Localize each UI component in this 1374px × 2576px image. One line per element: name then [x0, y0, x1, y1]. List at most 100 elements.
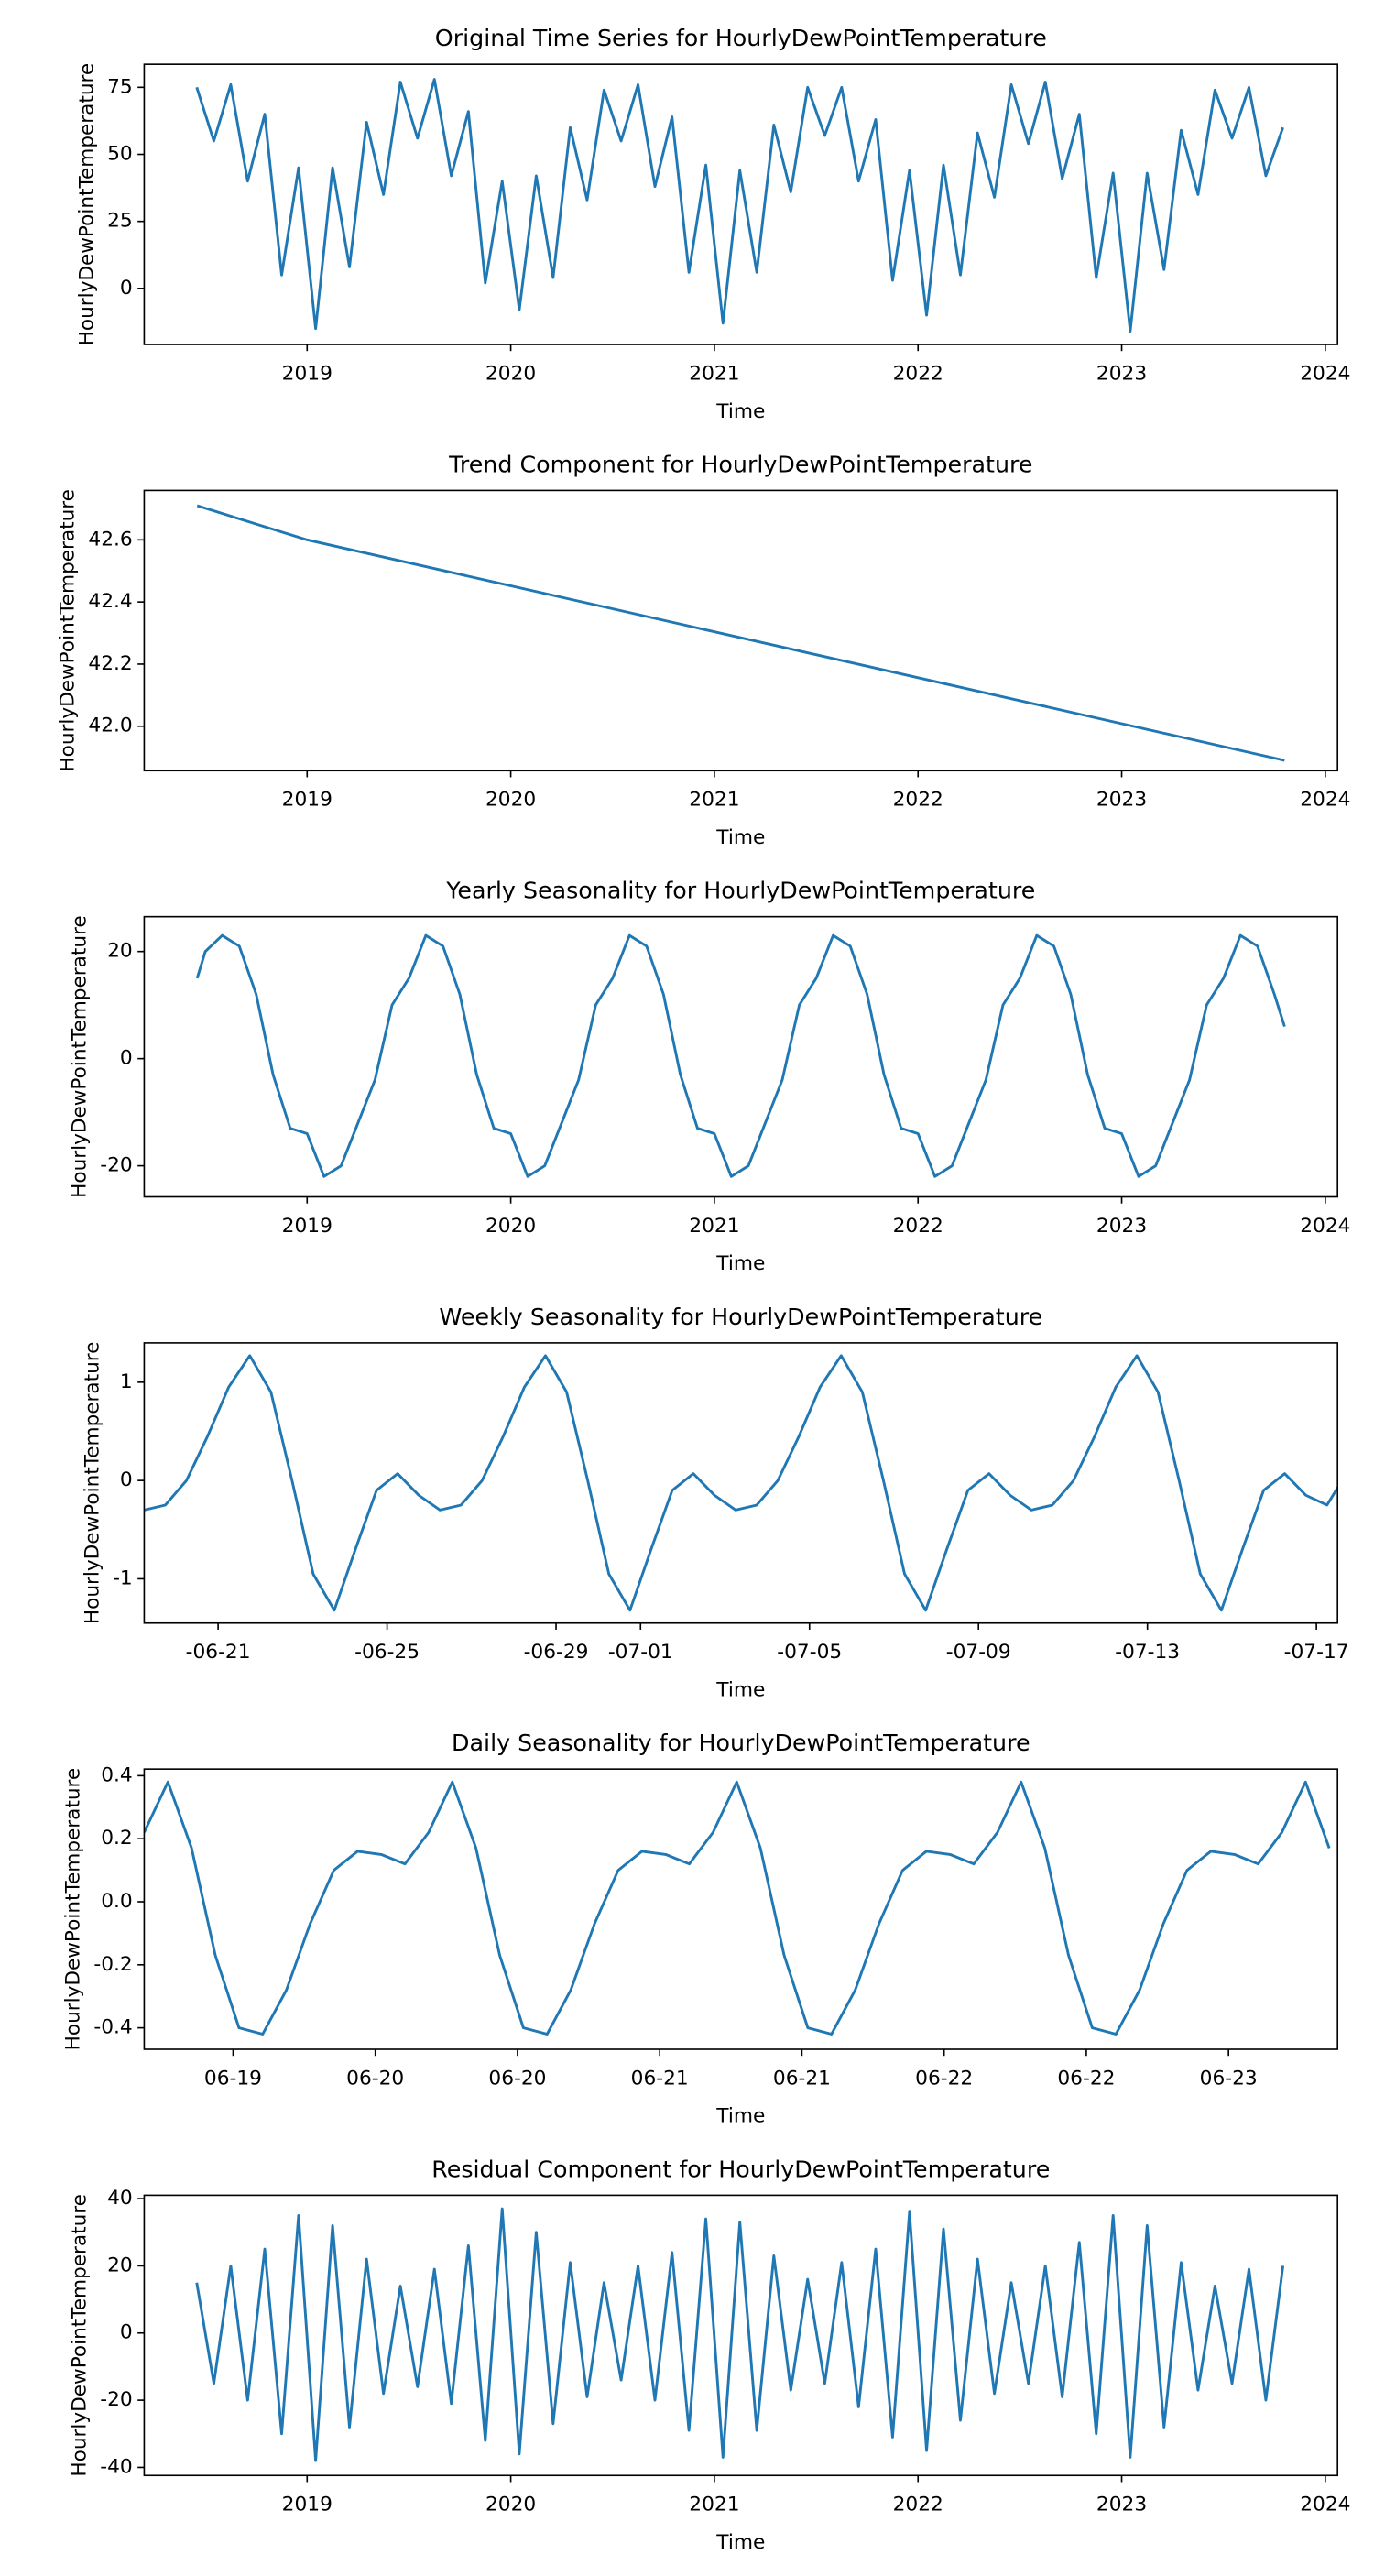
x-tick-label: -07-09	[946, 1641, 1011, 1664]
x-axis-label: Time	[715, 826, 765, 849]
x-axis-label: Time	[715, 1252, 765, 1275]
y-axis-label: HourlyDewPointTemperature	[69, 2194, 92, 2477]
y-tick-label: -20	[100, 2388, 132, 2411]
y-tick-label: 25	[107, 210, 133, 233]
y-tick-label: 42.4	[88, 590, 132, 613]
x-tick-label: 2021	[689, 362, 739, 385]
y-axis-label: HourlyDewPointTemperature	[62, 1768, 85, 2051]
y-tick-label: 0	[120, 1468, 133, 1491]
x-tick-label: -07-13	[1115, 1641, 1180, 1664]
data-line	[144, 1354, 1338, 1612]
x-tick-label: 2024	[1300, 362, 1350, 385]
x-tick-label: -07-05	[777, 1641, 842, 1664]
x-tick-label: 2023	[1096, 362, 1147, 385]
y-tick-label: 0	[120, 277, 133, 300]
y-tick-label: -0.4	[93, 2016, 132, 2039]
subplot: Trend Component for HourlyDewPointTemper…	[57, 451, 1351, 849]
y-tick-label: 20	[107, 2254, 133, 2276]
y-axis-label: HourlyDewPointTemperature	[81, 1342, 104, 1625]
subplot: Yearly Seasonality for HourlyDewPointTem…	[69, 878, 1351, 1276]
x-axis-label: Time	[715, 1679, 765, 1702]
x-tick-label: 06-23	[1200, 2067, 1258, 2090]
plot-area	[195, 78, 1284, 333]
x-tick-label: 2023	[1096, 2494, 1147, 2516]
data-line	[144, 1780, 1331, 2036]
x-tick-label: 2019	[282, 362, 333, 385]
x-tick-label: 2019	[282, 1215, 333, 1238]
x-tick-label: 2023	[1096, 1215, 1147, 1238]
y-tick-label: 40	[107, 2187, 133, 2210]
x-tick-label: 2024	[1300, 2494, 1350, 2516]
x-tick-label: 2022	[893, 789, 943, 812]
x-tick-label: 2022	[893, 1215, 943, 1238]
x-tick-label: 06-21	[631, 2067, 689, 2090]
plot-area	[195, 933, 1286, 1178]
axes-frame	[143, 489, 1339, 772]
x-axis-label: Time	[715, 2531, 765, 2554]
subplot: Daily Seasonality for HourlyDewPointTemp…	[62, 1730, 1339, 2128]
x-tick-label: 06-22	[1057, 2067, 1115, 2090]
axes-frame	[143, 63, 1339, 345]
x-tick-label: -06-21	[186, 1641, 251, 1664]
x-tick-label: -06-29	[524, 1641, 589, 1664]
subplot: Weekly Seasonality for HourlyDewPointTem…	[81, 1304, 1348, 1702]
plot-area	[195, 2207, 1285, 2462]
y-tick-label: 0	[120, 2321, 133, 2344]
x-tick-label: -07-17	[1284, 1641, 1349, 1664]
plot-area	[196, 504, 1285, 762]
x-tick-label: 2020	[485, 1215, 536, 1238]
y-axis-label: HourlyDewPointTemperature	[69, 915, 92, 1198]
y-tick-label: 42.0	[88, 715, 132, 737]
plot-area	[144, 1354, 1338, 1612]
x-tick-label: 2020	[485, 362, 536, 385]
x-tick-label: 06-22	[915, 2067, 973, 2090]
chart-title: Residual Component for HourlyDewPointTem…	[431, 2156, 1050, 2182]
chart-title: Trend Component for HourlyDewPointTemper…	[448, 451, 1032, 477]
y-tick-label: -40	[100, 2455, 132, 2478]
x-tick-label: 2024	[1300, 789, 1350, 812]
data-line	[196, 504, 1285, 762]
chart-title: Original Time Series for HourlyDewPointT…	[435, 25, 1047, 51]
x-tick-label: 2023	[1096, 789, 1147, 812]
chart-title: Daily Seasonality for HourlyDewPointTemp…	[452, 1730, 1030, 1756]
y-tick-label: -1	[113, 1567, 133, 1590]
y-tick-label: 0	[120, 1047, 133, 1070]
x-tick-label: 2020	[485, 2494, 536, 2516]
y-tick-label: 0.0	[101, 1890, 133, 1913]
y-tick-label: 1	[120, 1370, 133, 1393]
axes-frame	[143, 1768, 1339, 2050]
data-line	[195, 78, 1284, 333]
data-line	[195, 933, 1286, 1178]
x-tick-label: 2022	[893, 362, 943, 385]
x-tick-label: 2019	[282, 789, 333, 812]
subplot: Residual Component for HourlyDewPointTem…	[69, 2156, 1351, 2554]
y-tick-label: 0.4	[101, 1763, 133, 1786]
axes-frame	[143, 915, 1339, 1198]
y-tick-label: -20	[100, 1154, 132, 1177]
x-tick-label: 2022	[893, 2494, 943, 2516]
x-tick-label: -06-25	[354, 1641, 420, 1664]
y-tick-label: 42.2	[88, 652, 132, 675]
y-tick-label: 75	[107, 75, 133, 98]
x-tick-label: 06-21	[773, 2067, 831, 2090]
y-axis-label: HourlyDewPointTemperature	[75, 63, 98, 346]
x-tick-label: 06-20	[488, 2067, 546, 2090]
x-tick-label: 2021	[689, 1215, 739, 1238]
x-axis-label: Time	[715, 400, 765, 423]
y-axis-label: HourlyDewPointTemperature	[57, 489, 80, 772]
x-axis-label: Time	[715, 2105, 765, 2128]
data-line	[195, 2207, 1285, 2462]
x-tick-label: 06-19	[204, 2067, 262, 2090]
x-tick-label: 2024	[1300, 1215, 1350, 1238]
y-tick-label: -0.2	[93, 1953, 132, 1976]
y-tick-label: 20	[107, 940, 133, 963]
y-tick-label: 50	[107, 143, 133, 166]
axes-frame	[143, 1342, 1339, 1624]
y-tick-label: 0.2	[101, 1827, 133, 1850]
x-tick-label: 2021	[689, 789, 739, 812]
chart-title: Yearly Seasonality for HourlyDewPointTem…	[445, 878, 1035, 904]
x-tick-label: 06-20	[346, 2067, 404, 2090]
axes-frame	[143, 2194, 1339, 2477]
